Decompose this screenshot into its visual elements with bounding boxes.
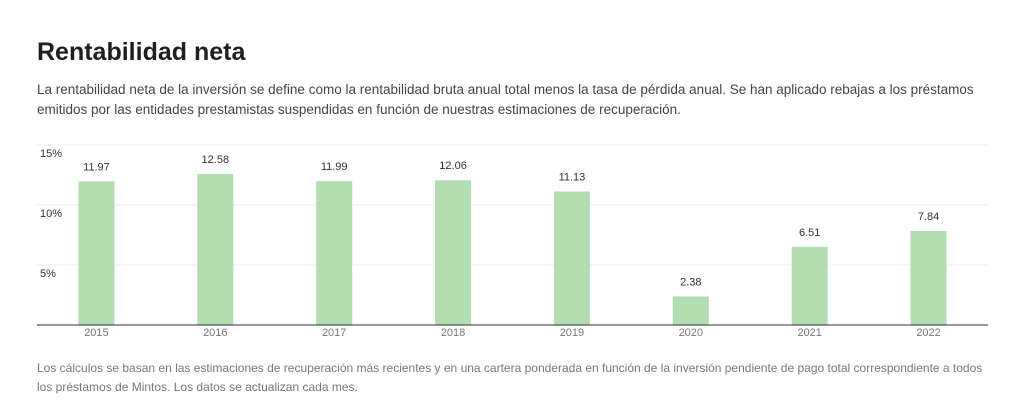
x-tick-label: 2017	[322, 327, 346, 339]
value-label: 11.99	[321, 161, 348, 173]
x-tick-label: 2021	[797, 327, 821, 339]
bar	[435, 180, 472, 325]
x-tick-label: 2022	[916, 327, 940, 339]
bar	[316, 181, 353, 325]
value-label: 11.97	[83, 161, 110, 173]
value-label: 12.58	[202, 154, 230, 166]
value-label: 2.38	[680, 276, 701, 288]
value-label: 11.13	[559, 171, 586, 183]
value-label: 7.84	[918, 211, 939, 223]
value-label: 12.06	[439, 160, 467, 172]
x-tick-label: 2016	[203, 327, 227, 339]
title: Rentabilidad neta	[37, 38, 246, 66]
subtitle: La rentabilidad neta de la inversión se …	[37, 82, 974, 117]
bar	[672, 296, 709, 325]
bar	[197, 174, 234, 325]
x-tick-label: 2020	[679, 327, 703, 339]
bar	[553, 191, 590, 325]
bar	[910, 230, 947, 325]
y-tick-label: 15%	[40, 148, 62, 160]
x-tick-label: 2019	[560, 327, 584, 339]
bar	[78, 181, 115, 325]
y-tick-label: 5%	[40, 268, 56, 280]
value-label: 6.51	[799, 227, 820, 239]
x-tick-label: 2018	[441, 327, 465, 339]
y-tick-label: 10%	[40, 208, 62, 220]
footnote: Los cálculos se basan en las estimacione…	[37, 361, 983, 394]
bar	[791, 246, 828, 325]
x-tick-label: 2015	[84, 327, 108, 339]
chart: 5% 10% 15% 2015 11.97 2016 12.58 2017 11.99 2018 1…	[37, 144, 988, 339]
